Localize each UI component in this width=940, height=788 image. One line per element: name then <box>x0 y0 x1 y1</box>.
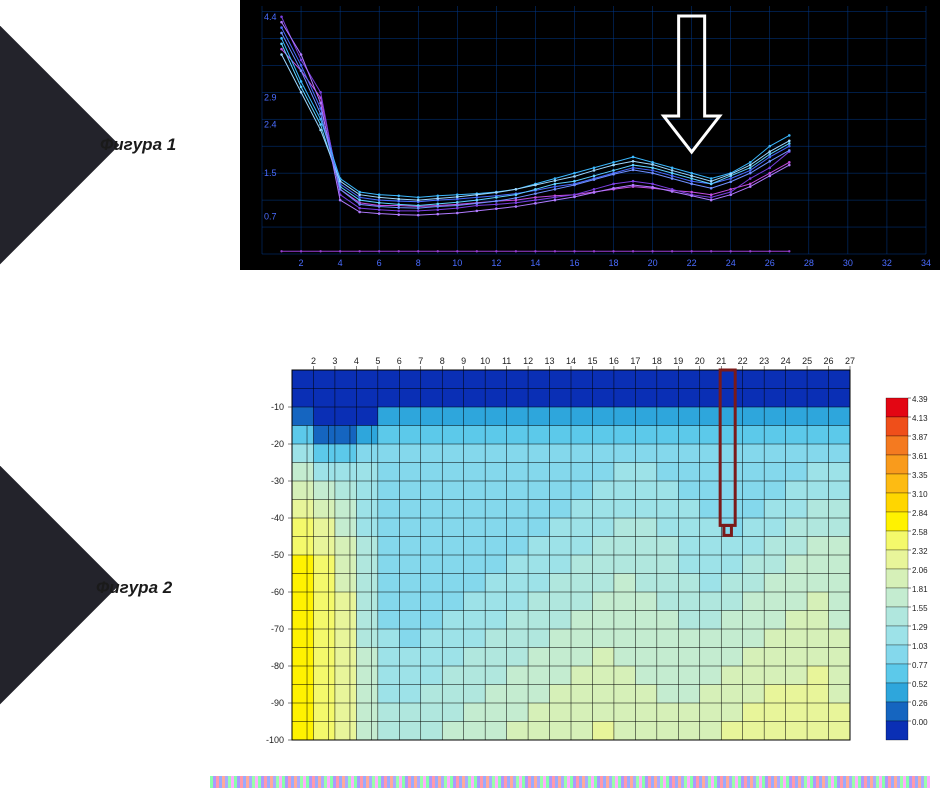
svg-text:34: 34 <box>921 258 931 268</box>
svg-text:18: 18 <box>652 356 662 366</box>
svg-text:1.29: 1.29 <box>912 623 928 632</box>
svg-text:-100: -100 <box>266 735 284 745</box>
page: { "figure1": { "label": "Фигура 1", "lab… <box>0 0 940 788</box>
svg-text:4: 4 <box>354 356 359 366</box>
svg-text:10: 10 <box>480 356 490 366</box>
figure1-chart: 0.71.52.42.94.42468101214161820222426283… <box>240 0 940 270</box>
svg-text:15: 15 <box>587 356 597 366</box>
svg-text:2.32: 2.32 <box>912 547 928 556</box>
svg-text:1.55: 1.55 <box>912 604 928 613</box>
svg-text:-40: -40 <box>271 513 284 523</box>
svg-text:28: 28 <box>804 258 814 268</box>
svg-text:-30: -30 <box>271 476 284 486</box>
svg-text:3.35: 3.35 <box>912 471 928 480</box>
svg-text:1.03: 1.03 <box>912 642 928 651</box>
svg-text:2.06: 2.06 <box>912 566 928 575</box>
svg-text:2.58: 2.58 <box>912 528 928 537</box>
svg-text:24: 24 <box>726 258 736 268</box>
svg-text:-80: -80 <box>271 661 284 671</box>
svg-text:12: 12 <box>491 258 501 268</box>
svg-text:-90: -90 <box>271 698 284 708</box>
svg-text:-50: -50 <box>271 550 284 560</box>
svg-text:19: 19 <box>673 356 683 366</box>
svg-text:5: 5 <box>375 356 380 366</box>
svg-text:2.9: 2.9 <box>264 93 277 103</box>
svg-text:2.4: 2.4 <box>264 120 277 130</box>
svg-text:13: 13 <box>545 356 555 366</box>
svg-text:-70: -70 <box>271 624 284 634</box>
svg-text:4.4: 4.4 <box>264 12 277 22</box>
svg-text:16: 16 <box>569 258 579 268</box>
svg-text:20: 20 <box>695 356 705 366</box>
svg-text:4: 4 <box>338 258 343 268</box>
svg-text:6: 6 <box>397 356 402 366</box>
svg-text:25: 25 <box>802 356 812 366</box>
figure2-label: Фигура 2 <box>96 578 172 598</box>
svg-text:8: 8 <box>416 258 421 268</box>
svg-text:16: 16 <box>609 356 619 366</box>
svg-text:22: 22 <box>687 258 697 268</box>
svg-text:0.52: 0.52 <box>912 680 928 689</box>
svg-text:-20: -20 <box>271 439 284 449</box>
svg-text:32: 32 <box>882 258 892 268</box>
svg-text:7: 7 <box>418 356 423 366</box>
svg-text:24: 24 <box>781 356 791 366</box>
figure1-label: Фигура 1 <box>100 135 176 155</box>
svg-text:9: 9 <box>461 356 466 366</box>
svg-text:2: 2 <box>299 258 304 268</box>
svg-text:0.77: 0.77 <box>912 661 928 670</box>
figure2-chart: 2345678910111213141516171819202122232425… <box>240 348 940 758</box>
svg-text:2: 2 <box>311 356 316 366</box>
svg-text:1.81: 1.81 <box>912 585 928 594</box>
svg-text:4.39: 4.39 <box>912 395 928 404</box>
svg-text:0.7: 0.7 <box>264 211 277 221</box>
svg-text:0.26: 0.26 <box>912 699 928 708</box>
svg-text:18: 18 <box>609 258 619 268</box>
svg-text:26: 26 <box>765 258 775 268</box>
svg-text:3.10: 3.10 <box>912 490 928 499</box>
svg-text:0.00: 0.00 <box>912 718 928 727</box>
svg-text:8: 8 <box>440 356 445 366</box>
svg-text:3.87: 3.87 <box>912 433 928 442</box>
svg-text:26: 26 <box>824 356 834 366</box>
svg-text:-60: -60 <box>271 587 284 597</box>
svg-text:14: 14 <box>530 258 540 268</box>
svg-text:10: 10 <box>452 258 462 268</box>
svg-text:-10: -10 <box>271 402 284 412</box>
svg-text:2.84: 2.84 <box>912 509 928 518</box>
svg-text:27: 27 <box>845 356 855 366</box>
svg-text:30: 30 <box>843 258 853 268</box>
footer-noise-bar <box>210 776 930 788</box>
svg-text:4.13: 4.13 <box>912 414 928 423</box>
svg-text:14: 14 <box>566 356 576 366</box>
svg-text:21: 21 <box>716 356 726 366</box>
svg-text:12: 12 <box>523 356 533 366</box>
svg-text:6: 6 <box>377 258 382 268</box>
svg-text:1.5: 1.5 <box>264 168 277 178</box>
svg-text:3: 3 <box>332 356 337 366</box>
svg-text:17: 17 <box>630 356 640 366</box>
svg-text:3.61: 3.61 <box>912 452 928 461</box>
svg-text:23: 23 <box>759 356 769 366</box>
svg-text:11: 11 <box>502 356 511 366</box>
svg-text:22: 22 <box>738 356 748 366</box>
svg-text:20: 20 <box>648 258 658 268</box>
